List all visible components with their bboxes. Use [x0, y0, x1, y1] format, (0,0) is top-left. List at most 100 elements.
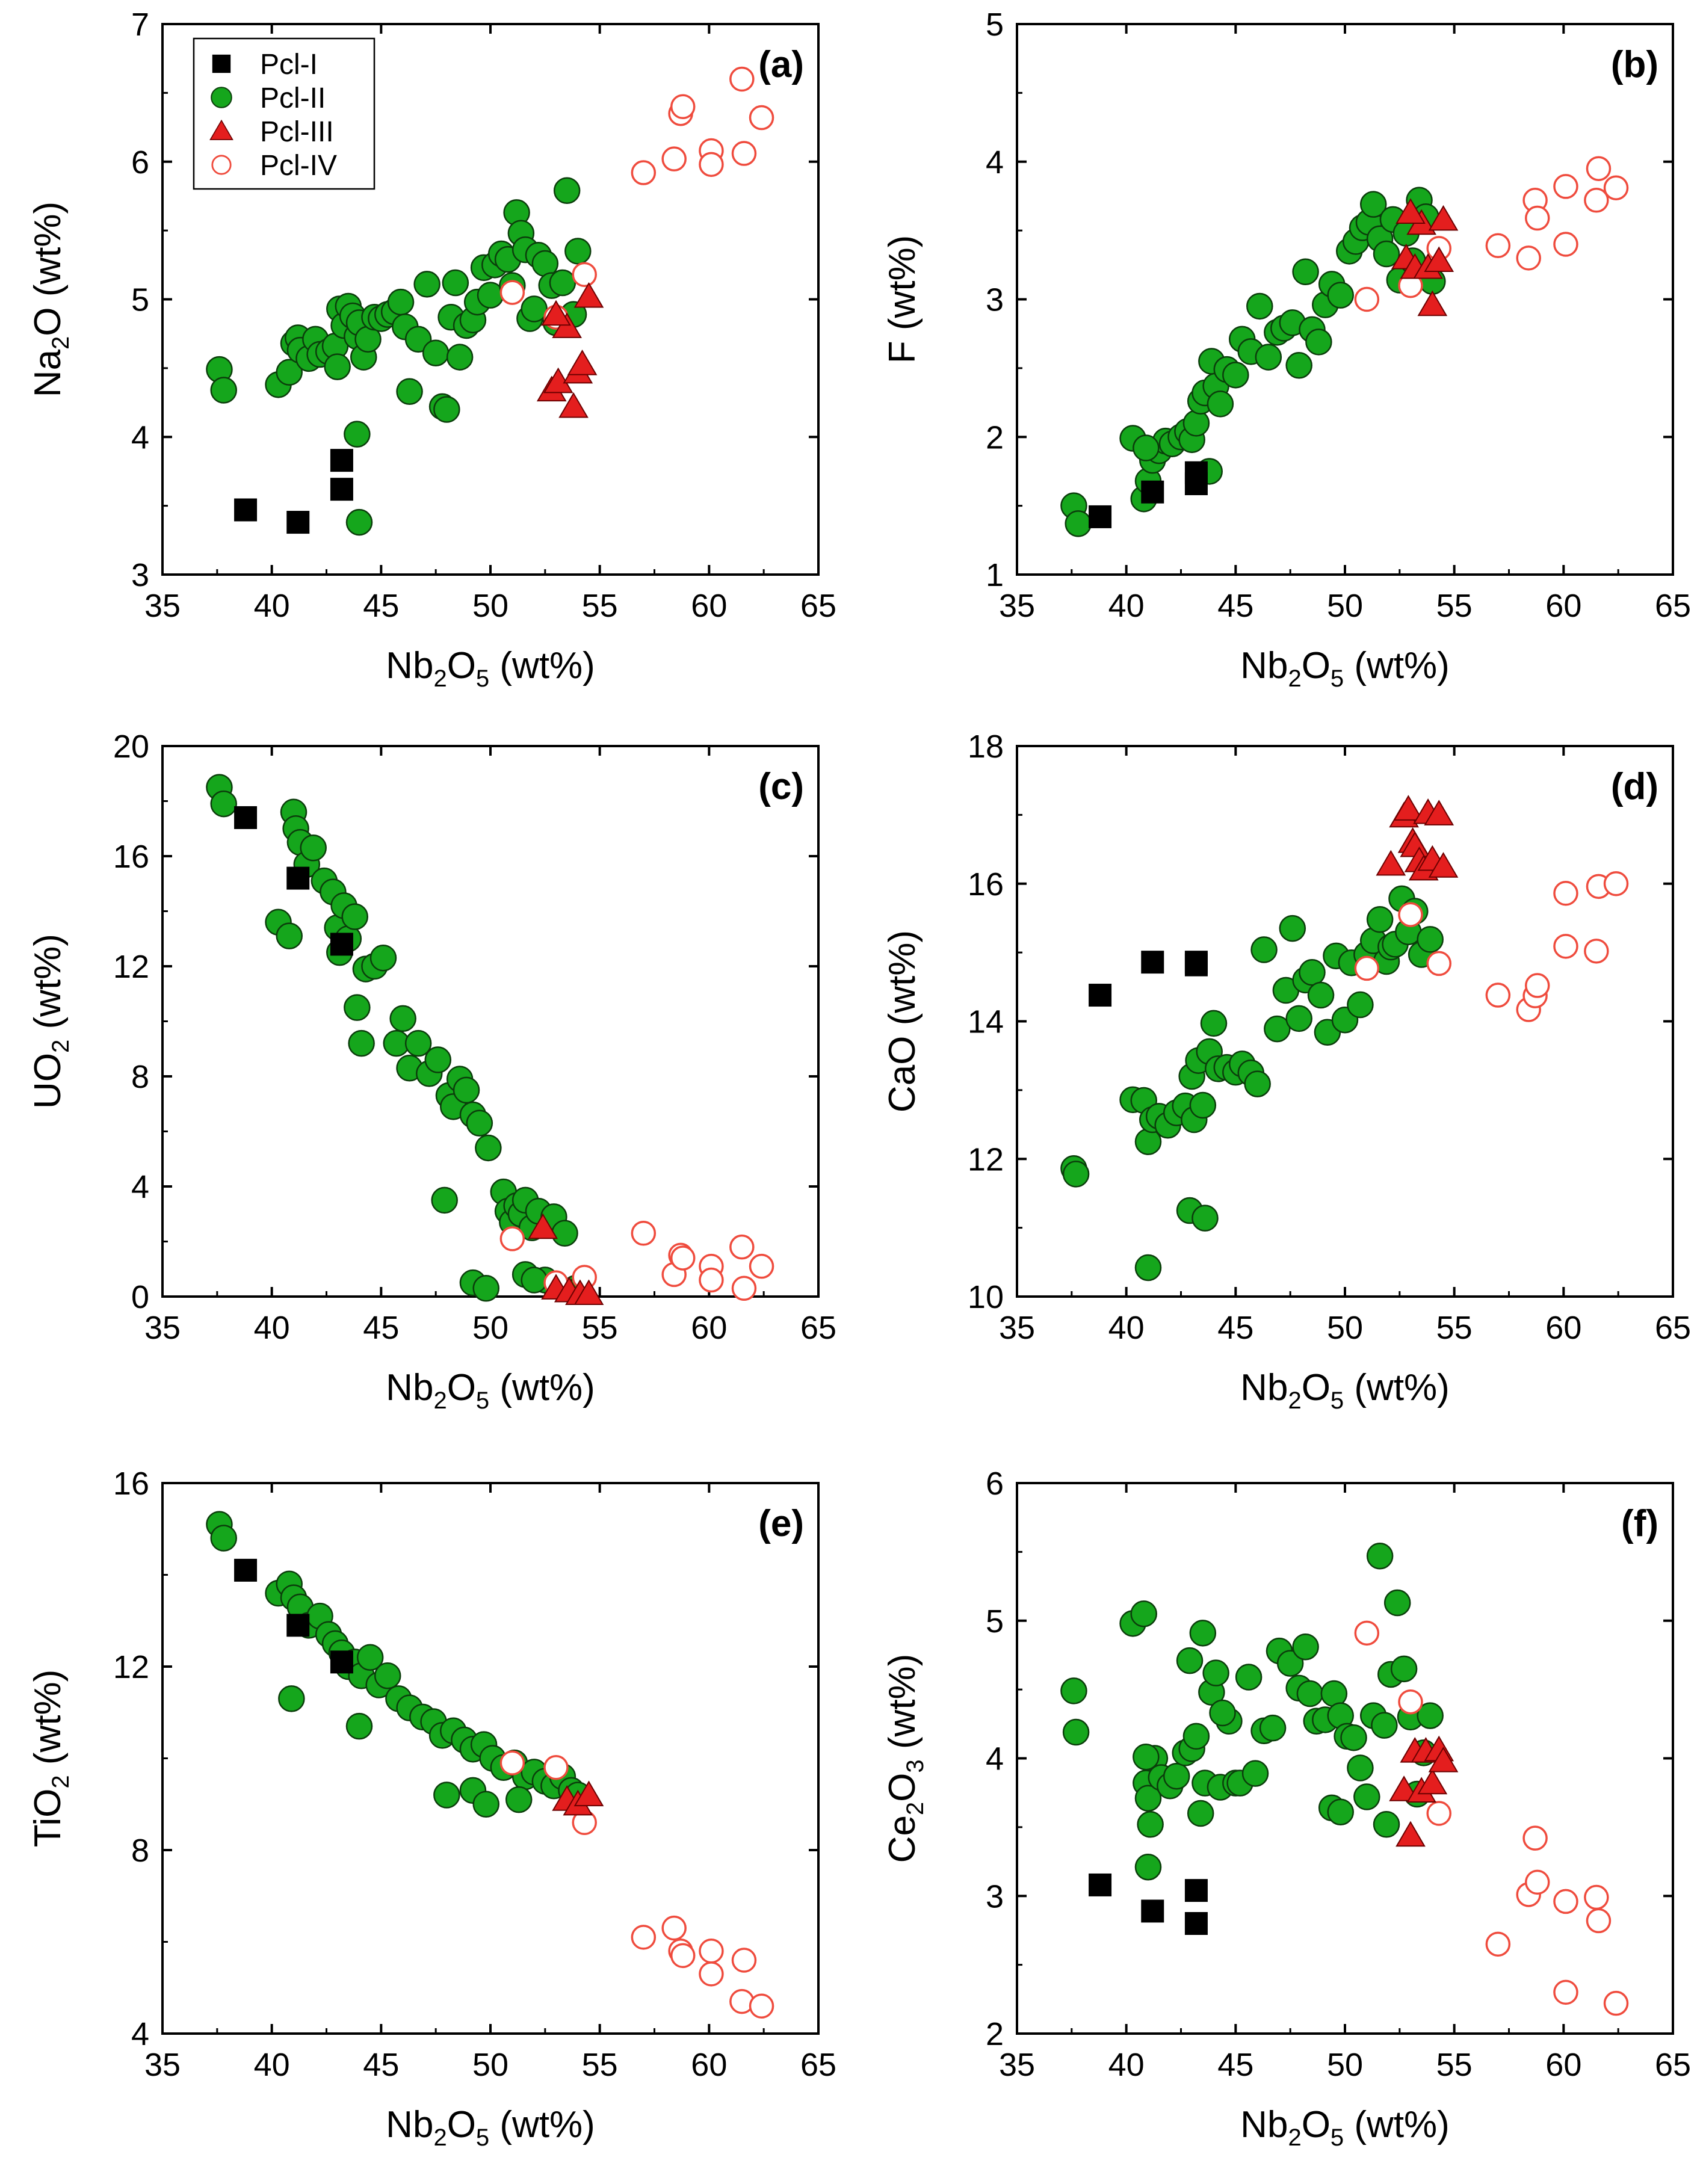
data-point: [475, 1134, 502, 1162]
data-point: [422, 339, 450, 366]
data-point: [699, 1267, 724, 1293]
panel-label: (b): [1611, 44, 1658, 85]
x-tick-label: 35: [144, 2047, 181, 2083]
y-tick-label: 12: [968, 1141, 1004, 1177]
data-point: [1307, 981, 1335, 1009]
x-tick-label: 60: [1545, 588, 1581, 624]
series-pcl-iii: [1391, 198, 1459, 316]
data-point: [1062, 1718, 1090, 1746]
x-tick-label: 50: [472, 588, 508, 624]
x-tick-label: 55: [582, 588, 618, 624]
series-pcl-i: [1089, 461, 1208, 528]
data-point: [344, 421, 371, 448]
data-point: [1584, 939, 1609, 964]
data-point: [528, 1213, 558, 1239]
data-point: [558, 392, 589, 418]
y-axis-title: TiO2 (wt%): [27, 1670, 74, 1847]
data-point: [631, 1221, 657, 1246]
data-point: [341, 903, 368, 930]
data-point: [324, 353, 351, 380]
data-point: [234, 806, 258, 829]
data-point: [1603, 1990, 1629, 2016]
series-pcl-iii: [528, 1213, 604, 1306]
data-point: [1354, 286, 1380, 312]
data-point: [1428, 205, 1459, 231]
y-tick-label: 16: [113, 1466, 149, 1502]
series-pcl-i: [1089, 951, 1208, 1007]
y-tick-label: 10: [968, 1279, 1004, 1315]
data-point: [433, 396, 460, 423]
data-point: [670, 1943, 696, 1969]
legend-marker-pcl-iii: [209, 119, 233, 140]
data-point: [1354, 1620, 1380, 1646]
data-point: [749, 105, 774, 131]
data-point: [1426, 1801, 1451, 1826]
data-point: [1373, 1811, 1400, 1838]
data-point: [1207, 390, 1234, 418]
x-tick-label: 45: [1217, 1310, 1253, 1346]
data-point: [631, 1925, 657, 1950]
data-point: [1327, 282, 1354, 309]
data-point: [1584, 188, 1609, 213]
legend-label: Pcl-III: [260, 116, 334, 148]
data-point: [330, 1650, 353, 1674]
panel-label: (e): [758, 1503, 804, 1544]
data-point: [1141, 951, 1164, 974]
x-tick-label: 60: [1545, 1310, 1581, 1346]
y-tick-label: 3: [986, 282, 1004, 318]
series-pcl-iii: [1376, 795, 1459, 881]
data-point: [749, 1993, 774, 2019]
data-point: [1395, 1821, 1426, 1847]
data-point: [369, 945, 397, 972]
series-pcl-i: [234, 806, 353, 956]
y-tick-label: 8: [131, 1059, 149, 1095]
chart-panel-c: 35 40 45 50 55 60 65 0 4 8 12 16 20 Nb2O5 (wt%) UO2 (w…: [27, 729, 836, 1414]
legend-marker: [212, 54, 231, 73]
data-point: [572, 262, 597, 288]
x-tick-label: 60: [691, 1310, 727, 1346]
x-tick-label: 50: [1327, 588, 1363, 624]
y-tick-label: 4: [131, 1169, 149, 1205]
data-point: [1354, 955, 1380, 981]
data-point: [389, 1005, 416, 1032]
x-tick-label: 35: [999, 2047, 1035, 2083]
data-point: [670, 1245, 696, 1271]
data-point: [1340, 1724, 1367, 1751]
data-point: [472, 1275, 499, 1302]
x-tick-label: 60: [1545, 2047, 1581, 2083]
series-pcl-iii: [536, 282, 604, 418]
data-point: [1376, 850, 1406, 876]
legend-marker: [209, 119, 233, 140]
data-point: [431, 1186, 458, 1214]
chart-panel-d: 35 40 45 50 55 60 65 10 12 14 16 18 Nb2O5 (wt%) CaO (…: [882, 729, 1691, 1414]
data-point: [1424, 800, 1454, 825]
x-tick-label: 40: [254, 588, 290, 624]
data-point: [345, 1712, 373, 1740]
data-point: [1089, 505, 1112, 528]
data-point: [344, 994, 371, 1021]
data-point: [1250, 936, 1278, 963]
x-tick-label: 65: [1655, 2047, 1691, 2083]
data-point: [286, 511, 310, 534]
data-point: [404, 325, 432, 353]
series-pcl-iv: [499, 1750, 774, 2019]
y-axis-title: F (wt%): [882, 235, 923, 364]
data-point: [413, 271, 440, 298]
data-point: [1176, 1647, 1204, 1674]
data-point: [1244, 1070, 1271, 1097]
data-point: [286, 866, 310, 890]
y-tick-label: 3: [131, 557, 149, 593]
data-point: [541, 300, 571, 326]
data-point: [1417, 1702, 1444, 1729]
data-point: [1235, 1664, 1263, 1691]
x-tick-label: 65: [1655, 1310, 1691, 1346]
data-point: [234, 498, 258, 522]
data-point: [1184, 1879, 1208, 1902]
legend-marker-pcl-iv: [211, 155, 232, 175]
data-point: [631, 160, 657, 185]
legend-marker: [211, 87, 232, 108]
data-point: [1259, 1714, 1287, 1742]
x-tick-label: 45: [363, 2047, 399, 2083]
data-point: [1134, 1254, 1162, 1282]
data-point: [466, 1109, 493, 1137]
